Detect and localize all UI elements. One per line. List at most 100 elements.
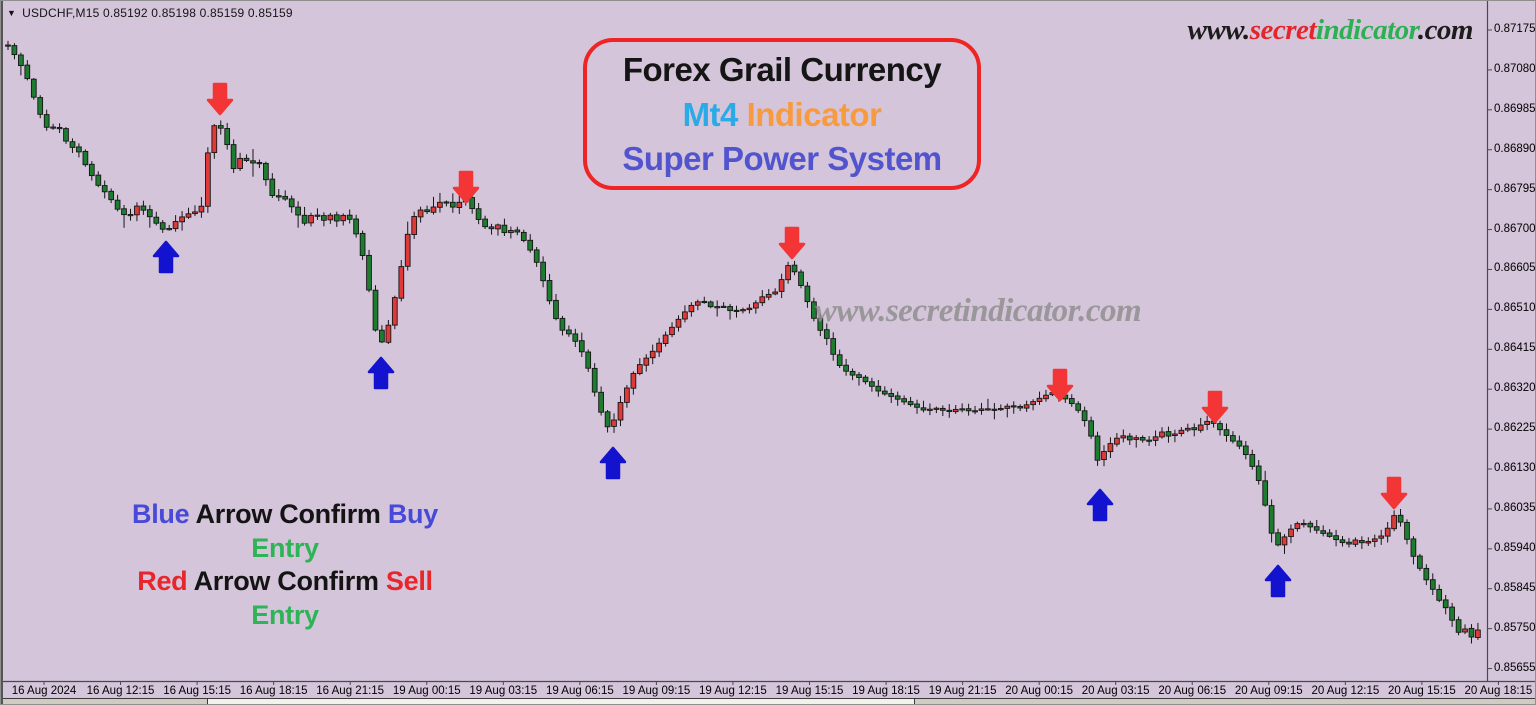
candle-body (127, 214, 134, 217)
candle-body (37, 97, 44, 115)
candle-body (1165, 431, 1172, 437)
time-axis-label: 20 Aug 18:15 (1464, 685, 1533, 697)
candle-body (217, 125, 224, 129)
price-axis-label: 0.86510 (1494, 302, 1536, 315)
time-axis-label: 19 Aug 06:15 (545, 685, 614, 697)
candle-body (95, 174, 102, 186)
candle-body (688, 304, 695, 313)
candle-body (1268, 505, 1275, 534)
candle-body (1191, 427, 1198, 431)
candle-body (720, 305, 727, 308)
candle-body (1423, 567, 1430, 581)
candle-body (1133, 437, 1140, 440)
candle-body (501, 224, 508, 234)
price-axis-label: 0.86700 (1494, 222, 1536, 235)
candle-body (108, 190, 115, 201)
candle-body (978, 408, 985, 411)
candle-body (1223, 429, 1230, 436)
candle-body (282, 195, 289, 200)
candle-body (30, 78, 37, 98)
banner-title: Forex Grail Currency (622, 51, 942, 89)
candle-body (1126, 435, 1133, 441)
candle-body (624, 387, 630, 403)
candle-body (449, 201, 456, 208)
candle-body (733, 309, 740, 312)
price-axis-label: 0.86985 (1494, 102, 1536, 115)
time-axis-label: 19 Aug 12:15 (699, 685, 767, 697)
candle-body (1023, 404, 1030, 409)
candle-body (894, 395, 901, 400)
candle-body (959, 408, 966, 411)
candle-body (714, 306, 721, 309)
candle-body (656, 342, 662, 353)
candle-body (856, 374, 862, 378)
candle-body (1281, 536, 1288, 546)
candle-body (1359, 540, 1365, 544)
candle-body (952, 408, 959, 413)
candle-body (1410, 538, 1417, 557)
candle-body (1468, 627, 1475, 638)
candle-body (1462, 628, 1468, 633)
symbol-dropdown-icon[interactable]: ▼ (7, 7, 17, 18)
candle-body (230, 144, 237, 170)
candle-body (1249, 454, 1256, 467)
candle-body (366, 254, 372, 291)
price-axis-label: 0.86795 (1494, 182, 1536, 195)
candle-body (965, 408, 972, 412)
candle-body (24, 64, 31, 80)
candle-body (520, 231, 527, 241)
candle-body (1217, 423, 1223, 431)
candle-body (372, 289, 379, 331)
candle-body (321, 215, 327, 221)
sell-arrow-icon (1201, 390, 1229, 424)
candle-body (333, 214, 340, 222)
candle-body (694, 301, 701, 306)
candle-body (185, 213, 192, 218)
candle-body (991, 408, 998, 411)
price-axis-label: 0.85845 (1494, 581, 1536, 594)
sell-arrow-icon (1380, 476, 1408, 510)
h-scrollbar-track[interactable] (0, 698, 1536, 705)
site-url-com: .com (1417, 14, 1474, 46)
candle-body (308, 215, 314, 224)
candle-body (707, 301, 714, 308)
candle-body (836, 354, 843, 366)
candle-body (146, 209, 153, 218)
site-url-watermark: www.secretindicator.com (814, 293, 1142, 329)
candle-body (172, 221, 179, 230)
candle-body (385, 324, 392, 343)
promo-banner: Forex Grail Currency Mt4 Indicator Super… (583, 38, 981, 190)
candle-body (166, 228, 173, 231)
time-axis-label: 20 Aug 12:15 (1311, 685, 1380, 697)
candle-body (553, 299, 559, 320)
time-axis-label: 16 Aug 15:15 (163, 685, 231, 697)
candle-body (430, 206, 437, 213)
candle-body (1152, 436, 1159, 441)
candle-body (920, 407, 927, 411)
candle-body (1159, 431, 1165, 438)
time-axis-label: 19 Aug 03:15 (469, 685, 538, 697)
legend-entry-1: Entry (251, 532, 319, 563)
candle-body (1404, 521, 1410, 540)
candle-body (869, 381, 875, 387)
candle-body (1255, 465, 1262, 481)
candle-body (192, 211, 198, 215)
candle-body (946, 409, 953, 412)
candle-body (275, 195, 282, 198)
candle-body (798, 271, 804, 286)
candle-body (1384, 527, 1391, 537)
candle-body (50, 126, 56, 129)
candle-body (669, 326, 675, 336)
time-axis-label: 20 Aug 09:15 (1234, 685, 1303, 697)
candle-body (1075, 403, 1082, 411)
h-scrollbar-thumb[interactable] (207, 699, 915, 705)
candle-body (417, 209, 424, 218)
candle-body (643, 357, 650, 366)
candle-body (346, 214, 353, 220)
candle-body (1088, 420, 1094, 437)
candle-body (727, 306, 733, 312)
price-axis-label: 0.85750 (1494, 621, 1536, 634)
candle-body (785, 265, 791, 281)
candle-body (18, 54, 24, 67)
